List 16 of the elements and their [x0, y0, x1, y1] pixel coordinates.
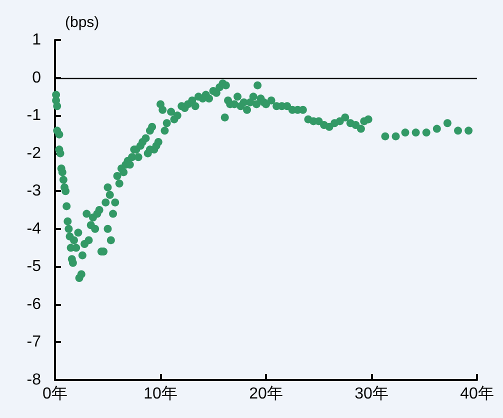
y-tick-label: -7 [26, 334, 42, 351]
y-tick-label: 1 [32, 32, 42, 48]
y-axis-title: (bps) [65, 14, 100, 31]
y-tick-label: -4 [26, 220, 42, 238]
y-tick-label: -2 [26, 144, 42, 162]
x-tick-label: 30年 [354, 386, 388, 402]
x-tick-label: 0年 [42, 386, 68, 402]
y-tick-label: -1 [26, 107, 42, 124]
y-tick-label: 0 [32, 69, 42, 86]
x-tick-label: 20年 [249, 386, 283, 402]
x-tick-label: 10年 [144, 386, 178, 402]
y-tick-label: -6 [26, 296, 42, 313]
x-tick-label: 40年 [460, 386, 494, 402]
y-tick-label: -8 [26, 372, 42, 388]
y-tick-label: -3 [26, 182, 42, 200]
y-tick-label: -5 [26, 258, 42, 276]
